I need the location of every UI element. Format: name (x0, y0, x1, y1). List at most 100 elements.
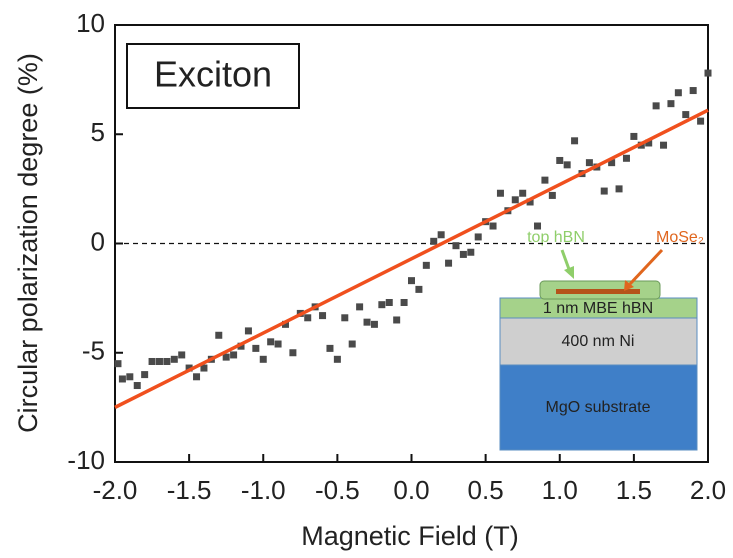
data-point (319, 312, 327, 320)
data-point (682, 111, 690, 119)
data-point (660, 141, 668, 149)
x-tick-label: 1.5 (616, 475, 652, 505)
data-point (467, 248, 475, 256)
data-point (114, 360, 122, 368)
x-tick-label: -2.0 (93, 475, 138, 505)
data-point (289, 349, 297, 357)
x-axis-label: Magnetic Field (T) (301, 521, 519, 551)
data-point (230, 351, 238, 359)
inset-label: top hBN (527, 229, 585, 246)
data-point (385, 298, 393, 306)
exciton-label: Exciton (154, 54, 272, 95)
x-tick-label: 1.0 (542, 475, 578, 505)
data-point (378, 301, 386, 309)
data-point (474, 233, 482, 241)
data-point (193, 373, 201, 381)
data-point (237, 342, 245, 350)
inset-label: MgO substrate (546, 399, 651, 416)
inset-label: 1 nm MBE hBN (543, 300, 653, 317)
data-point (622, 154, 630, 162)
data-point (615, 185, 623, 193)
data-point (704, 69, 712, 77)
data-point (541, 176, 549, 184)
data-point (341, 314, 349, 322)
data-point (422, 261, 430, 269)
inset-label: 400 nm Ni (562, 333, 635, 350)
data-point (348, 340, 356, 348)
data-point (274, 340, 282, 348)
data-point (674, 89, 682, 97)
data-point (645, 139, 653, 147)
fit-line (114, 108, 709, 409)
data-point (652, 102, 660, 110)
data-point (630, 132, 638, 140)
data-point (222, 353, 230, 361)
x-tick-label: -1.0 (241, 475, 286, 505)
data-point (244, 327, 252, 335)
data-point (178, 351, 186, 359)
y-tick-label: 0 (91, 226, 105, 256)
data-point (118, 375, 126, 383)
data-point (526, 198, 534, 206)
y-tick-label: -10 (67, 445, 105, 475)
data-point (326, 344, 334, 352)
substrate-layer (499, 364, 698, 451)
data-point (185, 364, 193, 372)
data-point (519, 189, 527, 197)
data-point (511, 196, 519, 204)
data-point (571, 137, 579, 145)
data-point (489, 222, 497, 230)
y-tick-label: 10 (76, 8, 105, 38)
data-point (415, 285, 423, 293)
data-point (163, 357, 171, 365)
data-point (363, 318, 371, 326)
data-point (126, 373, 134, 381)
data-point (133, 382, 141, 390)
x-tick-label: -1.5 (167, 475, 212, 505)
data-point (556, 156, 564, 164)
data-point (393, 316, 401, 324)
data-point (459, 250, 467, 258)
data-point (281, 320, 289, 328)
data-point (445, 259, 453, 267)
data-point (333, 355, 341, 363)
data-point (563, 161, 571, 169)
data-point (496, 189, 504, 197)
data-point (697, 117, 705, 125)
arrow (628, 248, 664, 286)
data-point (437, 231, 445, 239)
data-point (452, 242, 460, 250)
data-point (267, 338, 275, 346)
data-point (304, 314, 312, 322)
data-point (608, 159, 616, 167)
data-point (252, 344, 260, 352)
arrow-head (624, 280, 634, 291)
data-point (689, 87, 697, 95)
mose2-layer (556, 289, 640, 294)
data-point (170, 355, 178, 363)
data-point (141, 371, 149, 379)
data-point (600, 187, 608, 195)
data-point (200, 364, 208, 372)
data-point (585, 159, 593, 167)
data-point (259, 355, 267, 363)
data-point (548, 191, 556, 199)
arrow-head (564, 266, 574, 279)
data-point (155, 357, 163, 365)
x-tick-label: 0.5 (468, 475, 504, 505)
y-tick-label: -5 (82, 336, 105, 366)
data-point (667, 100, 675, 108)
data-point (148, 357, 156, 365)
y-axis-label: Circular polarization degree (%) (13, 53, 43, 433)
y-tick-label: 5 (91, 117, 105, 147)
inset-label: MoSe₂ (656, 229, 704, 246)
data-point (370, 320, 378, 328)
data-point (408, 277, 415, 285)
label-box (126, 43, 300, 109)
x-tick-label: 0.0 (393, 475, 429, 505)
data-point (356, 303, 364, 311)
data-point (400, 298, 408, 306)
inset: top hBN MoSe₂ 1 nm MBE hBN 400 nm Ni MgO… (499, 229, 704, 451)
data-point (534, 222, 542, 230)
